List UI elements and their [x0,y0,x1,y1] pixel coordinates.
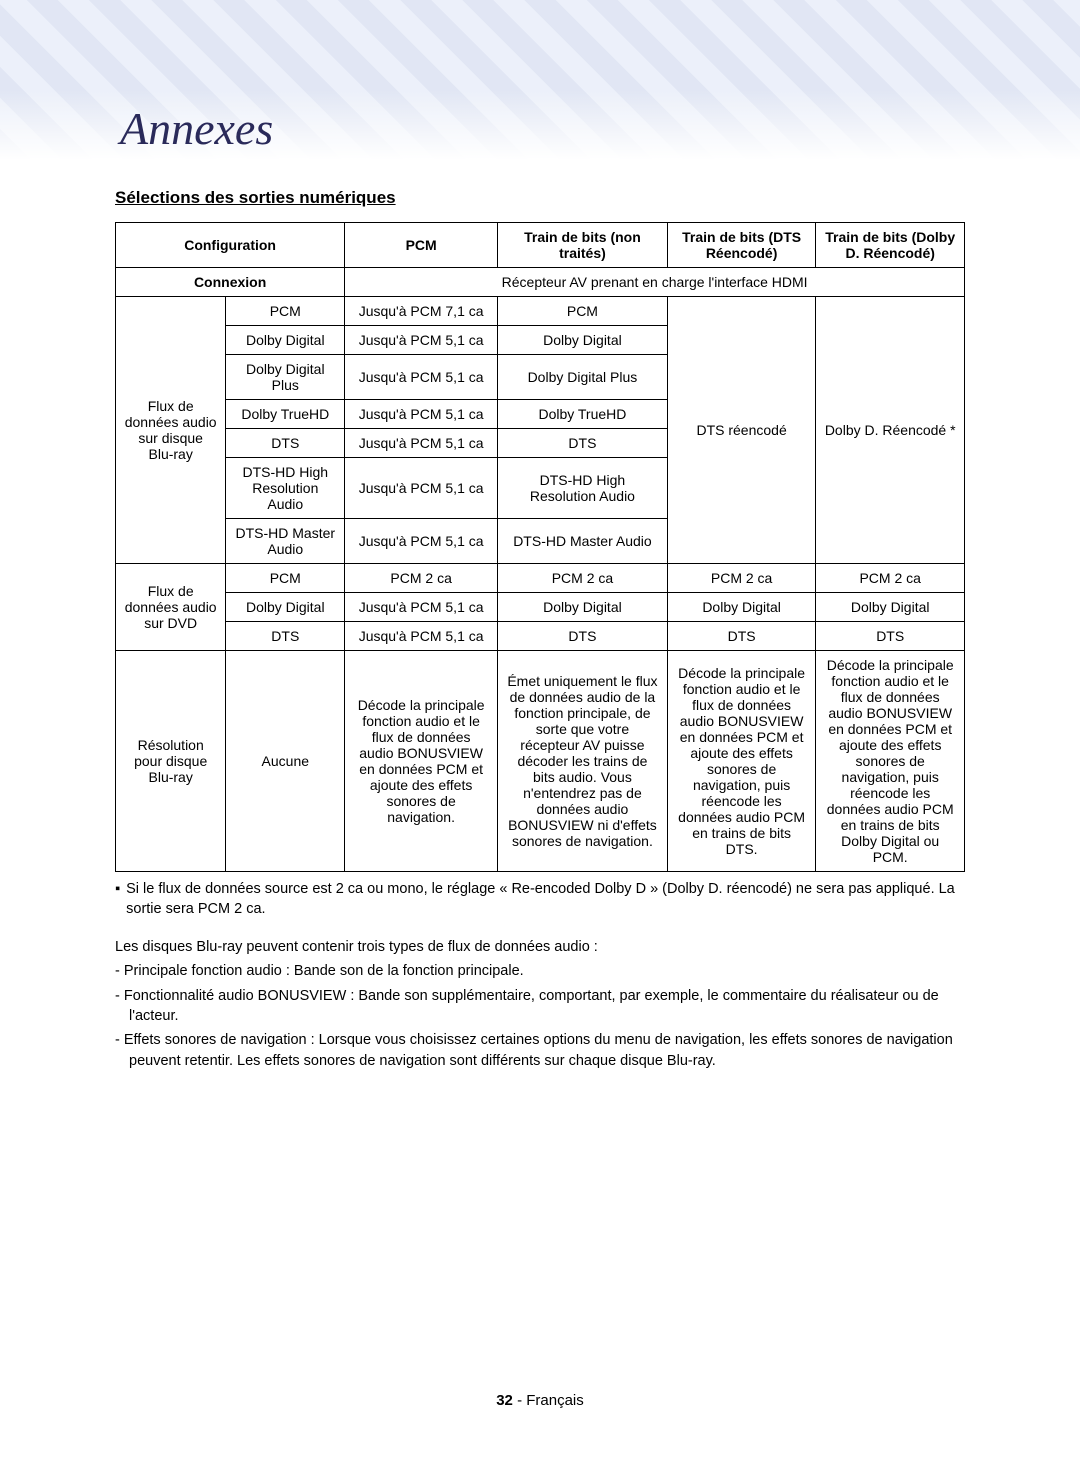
group-dvd: Flux de données audio sur DVD [116,564,226,651]
th-config: Configuration [116,223,345,268]
para-intro: Les disques Blu-ray peuvent contenir tro… [115,937,965,957]
pcm-cell: Jusqu'à PCM 5,1 ca [345,458,498,519]
dolby-cell: Dolby Digital [816,593,965,622]
fmt-cell: DTS [226,429,345,458]
bits-cell: DTS-HD High Resolution Audio [498,458,668,519]
pcm-cell: Jusqu'à PCM 7,1 ca [345,297,498,326]
note-bullet: ▪ Si le flux de données source est 2 ca … [115,880,965,919]
paragraph-block: Les disques Blu-ray peuvent contenir tro… [115,937,965,1071]
td-receiver: Récepteur AV prenant en charge l'interfa… [345,268,965,297]
th-bits-dts: Train de bits (DTS Réencodé) [667,223,816,268]
res-bits: Émet uniquement le flux de données audio… [498,651,668,872]
audio-output-table: Configuration PCM Train de bits (non tra… [115,222,965,872]
table-row: Flux de données audio sur DVD PCM PCM 2 … [116,564,965,593]
fmt-cell: PCM [226,297,345,326]
page-number: 32 [496,1392,513,1409]
fmt-cell: DTS-HD Master Audio [226,519,345,564]
bits-cell: DTS [498,429,668,458]
page-footer: 32 - Français [0,1392,1080,1409]
list-item: Effets sonores de navigation : Lorsque v… [129,1030,965,1071]
table-row: Flux de données audio sur disque Blu-ray… [116,297,965,326]
th-bits-dolby: Train de bits (Dolby D. Réencodé) [816,223,965,268]
fmt-cell: Dolby Digital [226,326,345,355]
list-item: Principale fonction audio : Bande son de… [129,961,965,981]
dts-cell: Dolby Digital [667,593,816,622]
dolby-cell: PCM 2 ca [816,564,965,593]
footer-sep: - [513,1392,526,1409]
res-label: Résolution pour disque Blu-ray [116,651,226,872]
square-bullet-icon: ▪ [115,880,120,919]
pcm-cell: Jusqu'à PCM 5,1 ca [345,400,498,429]
table-row: DTS Jusqu'à PCM 5,1 ca DTS DTS DTS [116,622,965,651]
pcm-cell: Jusqu'à PCM 5,1 ca [345,593,498,622]
pcm-cell: PCM 2 ca [345,564,498,593]
pcm-cell: Jusqu'à PCM 5,1 ca [345,326,498,355]
note-text: Si le flux de données source est 2 ca ou… [126,880,965,919]
th-bits-unprocessed: Train de bits (non traités) [498,223,668,268]
fmt-cell: DTS-HD High Resolution Audio [226,458,345,519]
dolby-cell: DTS [816,622,965,651]
bits-cell: PCM [498,297,668,326]
footer-lang: Français [526,1392,584,1409]
fmt-cell: PCM [226,564,345,593]
pcm-cell: Jusqu'à PCM 5,1 ca [345,429,498,458]
page: Annexes Sélections des sorties numérique… [0,0,1080,1479]
th-connexion: Connexion [116,268,345,297]
table-row: Dolby Digital Jusqu'à PCM 5,1 ca Dolby D… [116,593,965,622]
page-title: Annexes [120,102,273,155]
list-item: Fonctionnalité audio BONUSVIEW : Bande s… [129,986,965,1027]
pcm-cell: Jusqu'à PCM 5,1 ca [345,519,498,564]
group-bluray: Flux de données audio sur disque Blu-ray [116,297,226,564]
bits-cell: DTS [498,622,668,651]
fmt-cell: DTS [226,622,345,651]
res-format: Aucune [226,651,345,872]
pcm-cell: Jusqu'à PCM 5,1 ca [345,622,498,651]
fmt-cell: Dolby TrueHD [226,400,345,429]
header-row: Configuration PCM Train de bits (non tra… [116,223,965,268]
bits-cell: Dolby Digital Plus [498,355,668,400]
bits-cell: PCM 2 ca [498,564,668,593]
dolby-span-cell: Dolby D. Réencodé * [816,297,965,564]
pcm-cell: Jusqu'à PCM 5,1 ca [345,355,498,400]
dts-span-cell: DTS réencodé [667,297,816,564]
connection-row: Connexion Récepteur AV prenant en charge… [116,268,965,297]
fmt-cell: Dolby Digital Plus [226,355,345,400]
note-block: ▪ Si le flux de données source est 2 ca … [115,880,965,919]
banner: Annexes [0,0,1080,160]
fmt-cell: Dolby Digital [226,593,345,622]
bits-cell: Dolby TrueHD [498,400,668,429]
dts-cell: DTS [667,622,816,651]
resolution-row: Résolution pour disque Blu-ray Aucune Dé… [116,651,965,872]
th-pcm: PCM [345,223,498,268]
bits-cell: Dolby Digital [498,326,668,355]
res-dts: Décode la principale fonction audio et l… [667,651,816,872]
dash-list: Principale fonction audio : Bande son de… [115,961,965,1070]
content: Sélections des sorties numériques Config… [0,160,1080,1071]
res-dolby: Décode la principale fonction audio et l… [816,651,965,872]
bits-cell: DTS-HD Master Audio [498,519,668,564]
bits-cell: Dolby Digital [498,593,668,622]
section-heading: Sélections des sorties numériques [115,188,965,208]
res-pcm: Décode la principale fonction audio et l… [345,651,498,872]
dts-cell: PCM 2 ca [667,564,816,593]
